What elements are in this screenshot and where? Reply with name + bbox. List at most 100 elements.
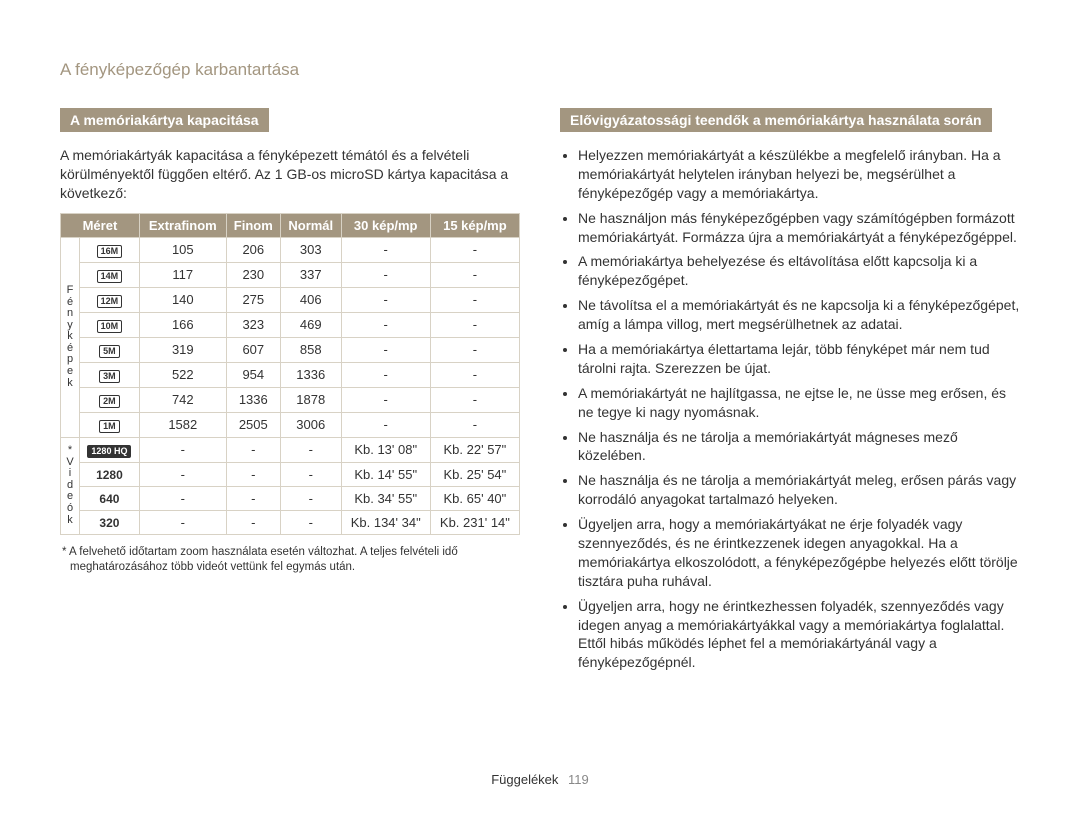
list-item: Ne használja és ne tárolja a memóriakárt… xyxy=(578,428,1020,466)
value-cell: - xyxy=(280,437,341,462)
table-row: 3M5229541336-- xyxy=(61,362,520,387)
value-cell: Kb. 134' 34" xyxy=(341,510,430,534)
table-footnote: * A felvehető időtartam zoom használata … xyxy=(60,545,520,575)
precautions-heading: Elővigyázatossági teendők a memóriakárty… xyxy=(560,108,992,132)
right-column: Elővigyázatossági teendők a memóriakárty… xyxy=(560,108,1020,678)
col-size: Méret xyxy=(61,213,140,237)
value-cell: - xyxy=(226,510,280,534)
size-cell: 1280 xyxy=(80,462,140,486)
list-item: A memóriakártya behelyezése és eltávolít… xyxy=(578,252,1020,290)
value-cell: - xyxy=(430,312,519,337)
value-cell: - xyxy=(430,362,519,387)
value-cell: 954 xyxy=(226,362,280,387)
table-row: 5M319607858-- xyxy=(61,337,520,362)
size-cell: 1280 HQ xyxy=(80,437,140,462)
footer-label: Függelékek xyxy=(491,772,558,787)
value-cell: 117 xyxy=(139,262,226,287)
capacity-table: Méret Extrafinom Finom Normál 30 kép/mp … xyxy=(60,213,520,535)
value-cell: 275 xyxy=(226,287,280,312)
value-cell: - xyxy=(341,287,430,312)
list-item: Ügyeljen arra, hogy ne érintkezhessen fo… xyxy=(578,597,1020,673)
table-row: 10M166323469-- xyxy=(61,312,520,337)
size-cell: 14M xyxy=(80,262,140,287)
value-cell: - xyxy=(226,486,280,510)
value-cell: 858 xyxy=(280,337,341,362)
col-normal: Normál xyxy=(280,213,341,237)
value-cell: 1878 xyxy=(280,387,341,412)
list-item: Ha a memóriakártya élettartama lejár, tö… xyxy=(578,340,1020,378)
page-number: 119 xyxy=(568,772,589,787)
value-cell: - xyxy=(139,462,226,486)
size-cell: 2M xyxy=(80,387,140,412)
value-cell: - xyxy=(430,387,519,412)
value-cell: - xyxy=(430,287,519,312)
value-cell: 337 xyxy=(280,262,341,287)
manual-page: A fényképezőgép karbantartása A memóriak… xyxy=(0,0,1080,698)
size-cell: 1M xyxy=(80,412,140,437)
capacity-heading: A memóriakártya kapacitása xyxy=(60,108,269,132)
col-extrafine: Extrafinom xyxy=(139,213,226,237)
list-item: Ne távolítsa el a memóriakártyát és ne k… xyxy=(578,296,1020,334)
row-group-photos: Fényképek xyxy=(61,237,80,437)
two-column-layout: A memóriakártya kapacitása A memóriakárt… xyxy=(60,108,1020,678)
value-cell: 303 xyxy=(280,237,341,262)
value-cell: 469 xyxy=(280,312,341,337)
table-header-row: Méret Extrafinom Finom Normál 30 kép/mp … xyxy=(61,213,520,237)
value-cell: - xyxy=(280,510,341,534)
value-cell: 230 xyxy=(226,262,280,287)
value-cell: - xyxy=(139,486,226,510)
table-row: Fényképek16M105206303-- xyxy=(61,237,520,262)
value-cell: Kb. 65' 40" xyxy=(430,486,519,510)
table-row: 2M74213361878-- xyxy=(61,387,520,412)
value-cell: Kb. 14' 55" xyxy=(341,462,430,486)
list-item: A memóriakártyát ne hajlítgassa, ne ejts… xyxy=(578,384,1020,422)
table-row: 14M117230337-- xyxy=(61,262,520,287)
value-cell: - xyxy=(226,437,280,462)
col-fine: Finom xyxy=(226,213,280,237)
precautions-list: Helyezzen memóriakártyát a készülékbe a … xyxy=(560,146,1020,672)
value-cell: - xyxy=(139,510,226,534)
value-cell: - xyxy=(280,462,341,486)
list-item: Ügyeljen arra, hogy a memóriakártyákat n… xyxy=(578,515,1020,591)
size-cell: 640 xyxy=(80,486,140,510)
value-cell: 166 xyxy=(139,312,226,337)
table-row: 640---Kb. 34' 55"Kb. 65' 40" xyxy=(61,486,520,510)
page-title: A fényképezőgép karbantartása xyxy=(60,60,1020,80)
size-cell: 3M xyxy=(80,362,140,387)
value-cell: - xyxy=(341,412,430,437)
value-cell: 105 xyxy=(139,237,226,262)
size-cell: 5M xyxy=(80,337,140,362)
value-cell: - xyxy=(341,237,430,262)
size-cell: 320 xyxy=(80,510,140,534)
value-cell: Kb. 25' 54" xyxy=(430,462,519,486)
list-item: Ne használjon más fényképezőgépben vagy … xyxy=(578,209,1020,247)
page-footer: Függelékek 119 xyxy=(0,772,1080,787)
row-group-videos: *Videók xyxy=(61,437,80,534)
value-cell: 406 xyxy=(280,287,341,312)
value-cell: 319 xyxy=(139,337,226,362)
value-cell: - xyxy=(341,262,430,287)
table-row: 12M140275406-- xyxy=(61,287,520,312)
size-cell: 12M xyxy=(80,287,140,312)
value-cell: 3006 xyxy=(280,412,341,437)
table-row: 320---Kb. 134' 34"Kb. 231' 14" xyxy=(61,510,520,534)
table-row: 1M158225053006-- xyxy=(61,412,520,437)
value-cell: - xyxy=(226,462,280,486)
value-cell: - xyxy=(430,412,519,437)
value-cell: Kb. 22' 57" xyxy=(430,437,519,462)
size-cell: 16M xyxy=(80,237,140,262)
col-30fps: 30 kép/mp xyxy=(341,213,430,237)
list-item: Helyezzen memóriakártyát a készülékbe a … xyxy=(578,146,1020,203)
left-column: A memóriakártya kapacitása A memóriakárt… xyxy=(60,108,520,678)
value-cell: Kb. 34' 55" xyxy=(341,486,430,510)
value-cell: - xyxy=(341,362,430,387)
value-cell: 1582 xyxy=(139,412,226,437)
value-cell: 522 xyxy=(139,362,226,387)
list-item: Ne használja és ne tárolja a memóriakárt… xyxy=(578,471,1020,509)
value-cell: 323 xyxy=(226,312,280,337)
size-cell: 10M xyxy=(80,312,140,337)
value-cell: - xyxy=(139,437,226,462)
value-cell: - xyxy=(430,237,519,262)
value-cell: - xyxy=(341,312,430,337)
value-cell: - xyxy=(280,486,341,510)
